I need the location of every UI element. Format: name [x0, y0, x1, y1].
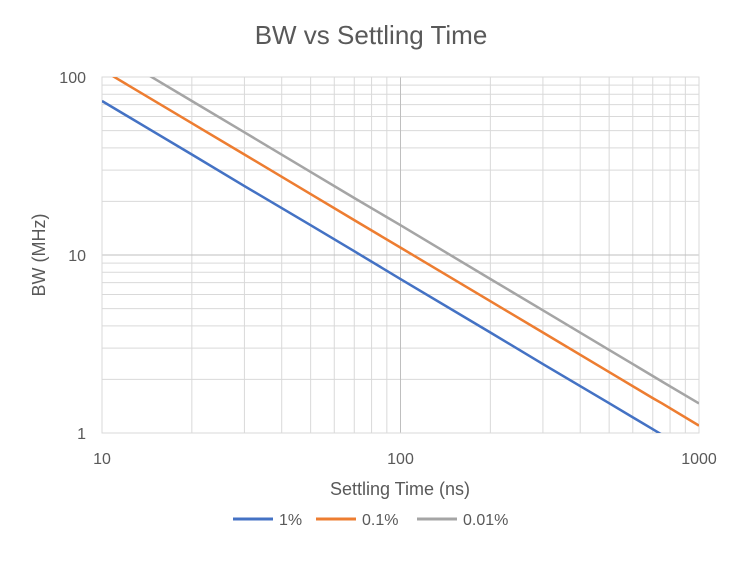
series-line-1: [102, 99, 662, 433]
series-group: [102, 77, 699, 433]
x-tick-label: 100: [387, 451, 414, 468]
series-line-2: [111, 77, 699, 427]
plot-area-border: [101, 76, 700, 434]
x-tick-label: 10: [93, 451, 111, 468]
legend-label: 0.1%: [362, 512, 398, 529]
chart-title: BW vs Settling Time: [255, 20, 488, 50]
legend-label: 1%: [279, 512, 302, 529]
y-tick-label: 1: [77, 426, 86, 443]
x-tick-label: 1000: [681, 451, 717, 468]
tick-labels: 10 100 1000 1 10 100: [59, 70, 717, 468]
series-line-3: [149, 77, 699, 405]
x-axis-label: Settling Time (ns): [330, 479, 470, 499]
y-axis-label: BW (MHz): [29, 214, 49, 297]
gridlines: [101, 76, 700, 434]
y-tick-label: 10: [68, 248, 86, 265]
y-tick-label: 100: [59, 70, 86, 87]
legend-label: 0.01%: [463, 512, 508, 529]
legend: 1% 0.1% 0.01%: [233, 512, 508, 529]
